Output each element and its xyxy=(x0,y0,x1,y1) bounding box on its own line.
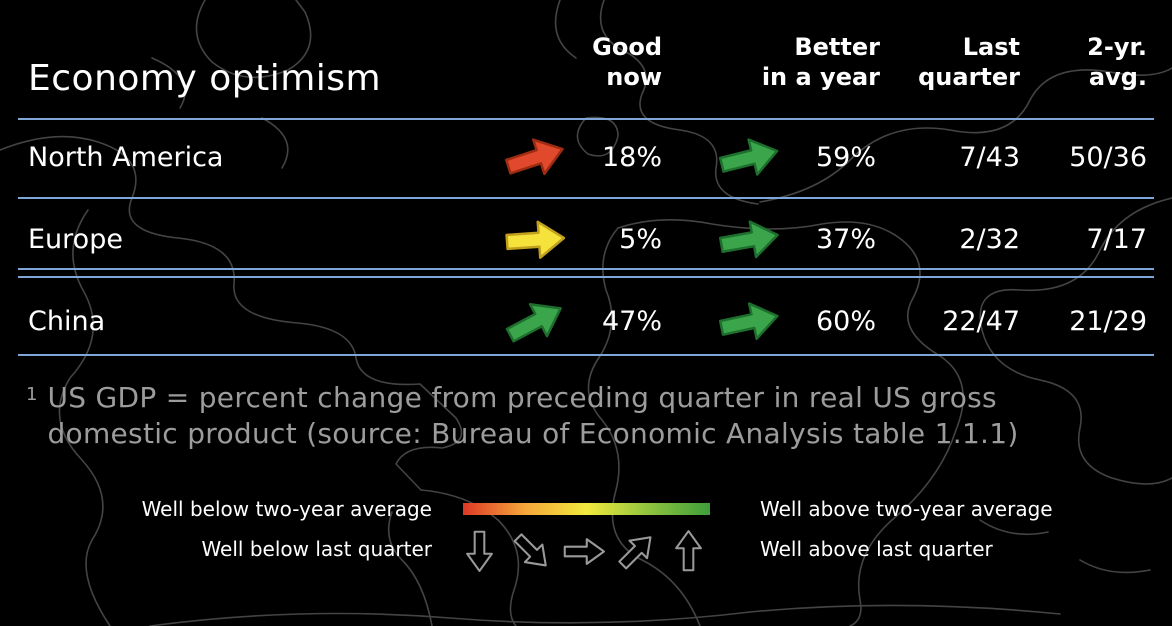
legend-arrow-up-icon xyxy=(664,527,712,575)
legend-below-average-label: Well below two-year average xyxy=(141,497,432,521)
better-in-year-arrow-icon xyxy=(711,127,787,190)
region-label: Europe xyxy=(28,224,123,255)
table-divider xyxy=(18,118,1154,120)
region-label: China xyxy=(28,306,106,337)
better-value: 60% xyxy=(815,306,876,337)
column-header-line: in a year xyxy=(761,63,880,91)
better-value: 37% xyxy=(815,224,876,255)
legend-average-row: Well below two-year average Well above t… xyxy=(0,496,1172,522)
table-row: North America 18% 59% 7/43 50/36 xyxy=(0,124,1172,192)
good-now-value: 47% xyxy=(601,306,662,337)
table-divider xyxy=(18,268,1154,270)
column-header-line: now xyxy=(606,63,662,91)
footnote-marker: 1 xyxy=(26,384,38,405)
legend-arrow-down-icon xyxy=(456,527,504,575)
good-now-arrow-icon xyxy=(500,214,569,266)
two-year-avg-value: 7/17 xyxy=(1086,224,1147,255)
footnote-text: US GDP = percent change from preceding q… xyxy=(47,381,1019,451)
table-divider xyxy=(18,197,1154,199)
column-header-last-quarter: Last quarter xyxy=(900,32,1020,92)
legend-arrow-up-right-icon xyxy=(602,517,670,585)
page-title: Economy optimism xyxy=(28,58,382,99)
column-header-line: Last xyxy=(962,33,1020,61)
legend-gradient-bar xyxy=(463,503,710,515)
two-year-avg-value: 50/36 xyxy=(1069,142,1147,173)
column-header-line: Good xyxy=(592,33,662,61)
better-in-year-arrow-icon xyxy=(712,292,787,353)
legend-quarter-row: Well below last quarter Well above last … xyxy=(0,524,1172,580)
legend-arrow-right-icon xyxy=(560,527,608,575)
footnote: 1 US GDP = percent change from preceding… xyxy=(26,380,1087,453)
region-label: North America xyxy=(28,142,224,173)
last-quarter-value: 7/43 xyxy=(959,142,1020,173)
two-year-avg-value: 21/29 xyxy=(1069,306,1147,337)
legend-above-quarter-label: Well above last quarter xyxy=(760,537,993,561)
table-row: China 47% 60% 22/47 21/29 xyxy=(0,288,1172,356)
table-row: Europe 5% 37% 2/32 7/17 xyxy=(0,206,1172,274)
legend-above-average-label: Well above two-year average xyxy=(760,497,1053,521)
last-quarter-value: 22/47 xyxy=(942,306,1020,337)
column-header-line: avg. xyxy=(1088,63,1147,91)
last-quarter-value: 2/32 xyxy=(959,224,1020,255)
column-header-line: Better xyxy=(794,33,880,61)
good-now-arrow-icon xyxy=(496,125,574,191)
good-now-value: 18% xyxy=(601,142,662,173)
column-header-better-in-a-year: Better in a year xyxy=(690,32,880,92)
table-divider xyxy=(18,354,1154,356)
column-header-line: 2-yr. xyxy=(1087,33,1147,61)
good-now-arrow-icon xyxy=(495,285,576,358)
good-now-value: 5% xyxy=(619,224,662,255)
column-header-good-now: Good now xyxy=(480,32,662,92)
legend-below-quarter-label: Well below last quarter xyxy=(201,537,432,561)
legend-arrow-down-right-icon xyxy=(498,517,566,585)
better-in-year-arrow-icon xyxy=(712,211,785,270)
table-divider xyxy=(18,276,1154,278)
better-value: 59% xyxy=(815,142,876,173)
column-header-line: quarter xyxy=(918,63,1020,91)
column-header-two-year-avg: 2-yr. avg. xyxy=(1030,32,1147,92)
